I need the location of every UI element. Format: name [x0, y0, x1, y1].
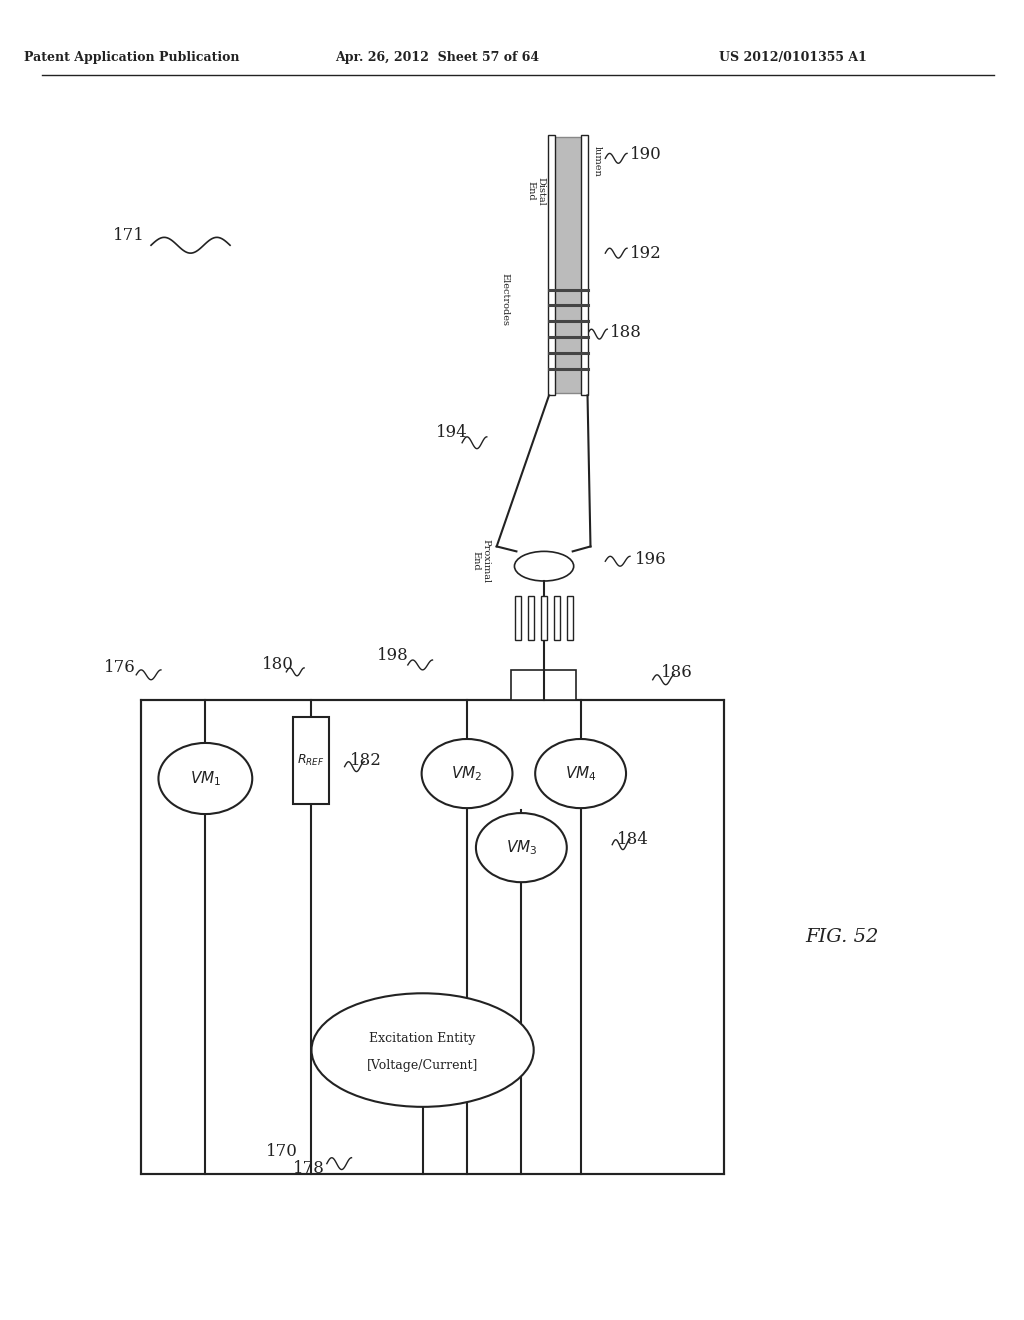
Text: [Voltage/Current]: [Voltage/Current]: [367, 1060, 478, 1072]
Bar: [541, 595, 547, 640]
Text: 170: 170: [265, 1143, 297, 1160]
Text: Patent Application Publication: Patent Application Publication: [24, 51, 239, 65]
Text: $VM_1$: $VM_1$: [189, 770, 221, 788]
Text: 196: 196: [635, 550, 667, 568]
Bar: [528, 595, 535, 640]
Text: 190: 190: [630, 147, 662, 162]
Ellipse shape: [422, 739, 512, 808]
Text: $VM_2$: $VM_2$: [452, 764, 482, 783]
Text: lumen: lumen: [593, 147, 602, 177]
Bar: [515, 595, 521, 640]
Text: 176: 176: [103, 660, 135, 676]
Bar: [548, 135, 555, 396]
Text: Proximal
End: Proximal End: [471, 539, 490, 583]
Ellipse shape: [514, 552, 573, 581]
Text: 188: 188: [610, 323, 642, 341]
Text: $VM_3$: $VM_3$: [506, 838, 538, 857]
Ellipse shape: [476, 813, 566, 882]
Bar: [511, 669, 575, 700]
Bar: [293, 717, 329, 804]
Text: 178: 178: [293, 1160, 325, 1177]
Text: FIG. 52: FIG. 52: [806, 928, 879, 945]
Text: $VM_4$: $VM_4$: [565, 764, 596, 783]
Text: 171: 171: [114, 227, 145, 244]
Bar: [566, 595, 572, 640]
Bar: [141, 700, 724, 1173]
Ellipse shape: [536, 739, 626, 808]
Text: US 2012/0101355 A1: US 2012/0101355 A1: [719, 51, 867, 65]
Ellipse shape: [311, 993, 534, 1107]
Text: 186: 186: [660, 664, 692, 681]
Bar: [581, 135, 588, 396]
Text: 182: 182: [350, 752, 382, 770]
Text: 180: 180: [261, 656, 294, 673]
Text: Excitation Entity: Excitation Entity: [370, 1032, 476, 1044]
Text: 198: 198: [377, 647, 409, 664]
Ellipse shape: [159, 743, 252, 814]
Text: Apr. 26, 2012  Sheet 57 of 64: Apr. 26, 2012 Sheet 57 of 64: [335, 51, 540, 65]
Text: 192: 192: [630, 244, 662, 261]
Text: 194: 194: [436, 424, 468, 441]
Text: Distal
End: Distal End: [526, 177, 546, 206]
Text: 184: 184: [617, 832, 649, 849]
Bar: [554, 595, 560, 640]
Text: Electrodes: Electrodes: [500, 273, 509, 326]
Bar: [554, 136, 582, 393]
Text: $R_{REF}$: $R_{REF}$: [297, 754, 325, 768]
